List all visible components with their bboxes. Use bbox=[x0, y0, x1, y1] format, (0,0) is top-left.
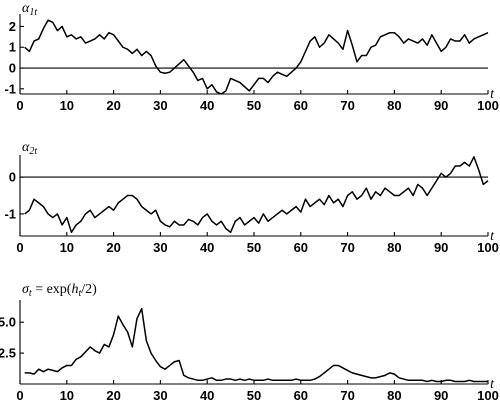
x-tick-label: 70 bbox=[340, 388, 354, 403]
y-axis-title: σt = exp(ht/2) bbox=[22, 282, 97, 299]
x-tick-label: 60 bbox=[294, 388, 308, 403]
x-tick-label: 0 bbox=[16, 98, 23, 113]
x-tick-label: 90 bbox=[434, 98, 448, 113]
x-tick-label: 40 bbox=[200, 240, 214, 255]
y-axis-title: α1t bbox=[22, 1, 37, 18]
x-tick-label: 80 bbox=[387, 388, 401, 403]
x-tick-label: 20 bbox=[106, 388, 120, 403]
x-tick-label: 80 bbox=[387, 98, 401, 113]
x-tick-label: 60 bbox=[294, 98, 308, 113]
x-tick-label: 80 bbox=[387, 240, 401, 255]
series-line bbox=[24, 156, 489, 234]
x-tick-label: 30 bbox=[153, 388, 167, 403]
x-tick-label: 60 bbox=[294, 240, 308, 255]
y-tick-label: 1 bbox=[9, 40, 16, 55]
x-tick-label: 50 bbox=[247, 240, 261, 255]
x-tick-label: 10 bbox=[60, 98, 74, 113]
x-axis-title: t bbox=[490, 377, 495, 392]
x-tick-label: 90 bbox=[434, 388, 448, 403]
y-tick-label: 2 bbox=[9, 19, 16, 34]
x-tick-label: 50 bbox=[247, 388, 261, 403]
y-tick-label: 0 bbox=[9, 61, 16, 76]
x-tick-label: 10 bbox=[60, 388, 74, 403]
panel-sigma: 0 10 20 30 40 50 60 70 80 90 100 2.5 5.0 σt = exp(ht/… bbox=[0, 282, 499, 403]
series-line bbox=[24, 307, 488, 383]
y-tick-label: -1 bbox=[4, 206, 16, 221]
x-tick-label: 50 bbox=[247, 98, 261, 113]
series-line bbox=[24, 19, 489, 95]
y-axis-title: α2t bbox=[22, 140, 37, 157]
y-tick-label: -1 bbox=[4, 81, 16, 96]
x-tick-label: 70 bbox=[340, 98, 354, 113]
x-tick-label: 100 bbox=[477, 240, 499, 255]
x-tick-label: 10 bbox=[60, 240, 74, 255]
panel-alpha2: 0 10 20 30 40 50 60 70 80 90 100 -1 0 α2t t bbox=[4, 140, 498, 255]
x-tick-label: 30 bbox=[153, 240, 167, 255]
x-tick-label: 70 bbox=[340, 240, 354, 255]
x-tick-label: 90 bbox=[434, 240, 448, 255]
x-tick-label: 0 bbox=[16, 388, 23, 403]
x-axis-title: t bbox=[490, 229, 495, 244]
x-tick-label: 20 bbox=[106, 240, 120, 255]
x-tick-label: 40 bbox=[200, 388, 214, 403]
x-tick-label: 40 bbox=[200, 98, 214, 113]
x-tick-label: 30 bbox=[153, 98, 167, 113]
x-axis-title: t bbox=[490, 87, 495, 102]
y-tick-label: 2.5 bbox=[0, 346, 16, 361]
x-tick-label: 100 bbox=[477, 388, 499, 403]
x-tick-label: 100 bbox=[477, 98, 499, 113]
x-tick-label: 20 bbox=[106, 98, 120, 113]
y-tick-label: 5.0 bbox=[0, 315, 16, 330]
y-tick-label: 0 bbox=[9, 170, 16, 185]
x-tick-label: 0 bbox=[16, 240, 23, 255]
